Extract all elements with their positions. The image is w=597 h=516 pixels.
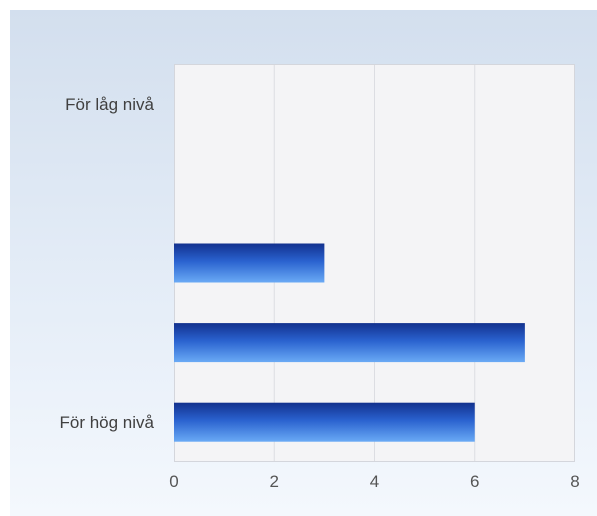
category-label: För hög nivå	[60, 413, 155, 432]
bars	[174, 243, 525, 442]
x-tick-label: 0	[169, 472, 178, 491]
x-tick-labels: 0 2 4 6 8	[169, 472, 579, 491]
category-labels: För låg nivå För hög nivå	[60, 95, 155, 432]
category-label: För låg nivå	[65, 95, 154, 114]
x-tick-label: 6	[470, 472, 479, 491]
bar[interactable]	[174, 402, 475, 442]
x-tick-label: 4	[370, 472, 379, 491]
x-tick-label: 2	[270, 472, 279, 491]
x-tick-label: 8	[570, 472, 579, 491]
bar[interactable]	[174, 243, 325, 283]
bar[interactable]	[174, 323, 525, 363]
